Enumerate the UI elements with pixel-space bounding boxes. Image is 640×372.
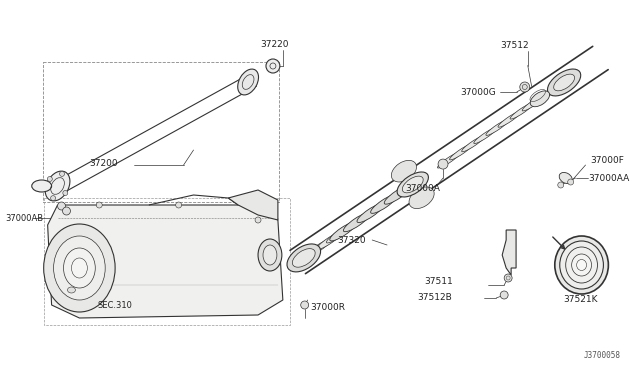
Text: 37000F: 37000F — [591, 155, 625, 164]
Circle shape — [500, 291, 508, 299]
Ellipse shape — [522, 95, 545, 111]
Ellipse shape — [555, 236, 609, 294]
Bar — [44, 198, 290, 325]
Ellipse shape — [336, 219, 361, 237]
Ellipse shape — [32, 180, 52, 192]
Ellipse shape — [559, 173, 572, 183]
Circle shape — [301, 301, 308, 309]
Ellipse shape — [292, 248, 315, 267]
Ellipse shape — [403, 176, 423, 193]
Ellipse shape — [307, 238, 332, 256]
Ellipse shape — [384, 185, 411, 204]
Ellipse shape — [54, 236, 105, 300]
Circle shape — [63, 190, 68, 196]
Text: 37521K: 37521K — [564, 295, 598, 305]
Text: 37220: 37220 — [260, 39, 289, 48]
Ellipse shape — [510, 103, 533, 119]
Polygon shape — [47, 205, 283, 318]
Ellipse shape — [461, 136, 485, 152]
Ellipse shape — [330, 222, 356, 241]
Ellipse shape — [438, 152, 461, 168]
Ellipse shape — [554, 74, 575, 91]
Ellipse shape — [498, 111, 521, 127]
Ellipse shape — [371, 194, 397, 214]
Ellipse shape — [577, 260, 586, 270]
Ellipse shape — [346, 212, 371, 230]
Circle shape — [51, 196, 56, 201]
Ellipse shape — [72, 258, 87, 278]
Ellipse shape — [474, 128, 497, 144]
Ellipse shape — [357, 203, 384, 222]
Ellipse shape — [547, 78, 570, 94]
Ellipse shape — [287, 244, 321, 272]
Text: 37000AA: 37000AA — [589, 173, 630, 183]
Text: 37000A: 37000A — [405, 183, 440, 193]
Ellipse shape — [237, 69, 259, 95]
Text: 37320: 37320 — [337, 235, 366, 244]
Circle shape — [255, 217, 261, 223]
Circle shape — [63, 207, 70, 215]
Text: 37000G: 37000G — [460, 87, 496, 96]
Ellipse shape — [45, 171, 70, 201]
Ellipse shape — [534, 87, 557, 103]
Ellipse shape — [344, 213, 370, 232]
Ellipse shape — [409, 187, 434, 209]
Polygon shape — [502, 230, 516, 275]
Circle shape — [266, 59, 280, 73]
Ellipse shape — [397, 172, 428, 197]
Ellipse shape — [566, 247, 598, 283]
Text: 37000AB: 37000AB — [5, 214, 43, 222]
Circle shape — [504, 274, 512, 282]
Polygon shape — [228, 190, 278, 220]
Circle shape — [58, 202, 65, 210]
Text: 37200: 37200 — [90, 158, 118, 167]
Circle shape — [175, 202, 182, 208]
Text: 37511: 37511 — [425, 278, 454, 286]
Text: 37512: 37512 — [500, 41, 529, 50]
Circle shape — [47, 176, 52, 182]
Ellipse shape — [44, 224, 115, 312]
Circle shape — [438, 159, 448, 169]
Circle shape — [558, 182, 564, 188]
Ellipse shape — [326, 225, 351, 243]
Ellipse shape — [317, 232, 342, 250]
Ellipse shape — [486, 119, 509, 135]
Bar — [43, 62, 279, 202]
Text: 37512B: 37512B — [417, 294, 452, 302]
Ellipse shape — [560, 241, 604, 289]
Ellipse shape — [547, 69, 580, 96]
Text: J3700058: J3700058 — [583, 351, 620, 360]
Text: 37000R: 37000R — [310, 304, 346, 312]
Circle shape — [96, 202, 102, 208]
Ellipse shape — [298, 245, 323, 263]
Ellipse shape — [365, 199, 390, 217]
Ellipse shape — [258, 239, 282, 271]
Ellipse shape — [392, 160, 417, 182]
Circle shape — [568, 179, 573, 185]
Ellipse shape — [63, 248, 95, 288]
Ellipse shape — [572, 254, 591, 276]
Ellipse shape — [530, 91, 550, 107]
Ellipse shape — [67, 287, 76, 293]
Ellipse shape — [263, 245, 277, 265]
Circle shape — [520, 82, 530, 92]
Circle shape — [60, 171, 65, 176]
Ellipse shape — [355, 206, 380, 223]
Ellipse shape — [449, 144, 473, 160]
Text: SEC.310: SEC.310 — [97, 301, 132, 311]
